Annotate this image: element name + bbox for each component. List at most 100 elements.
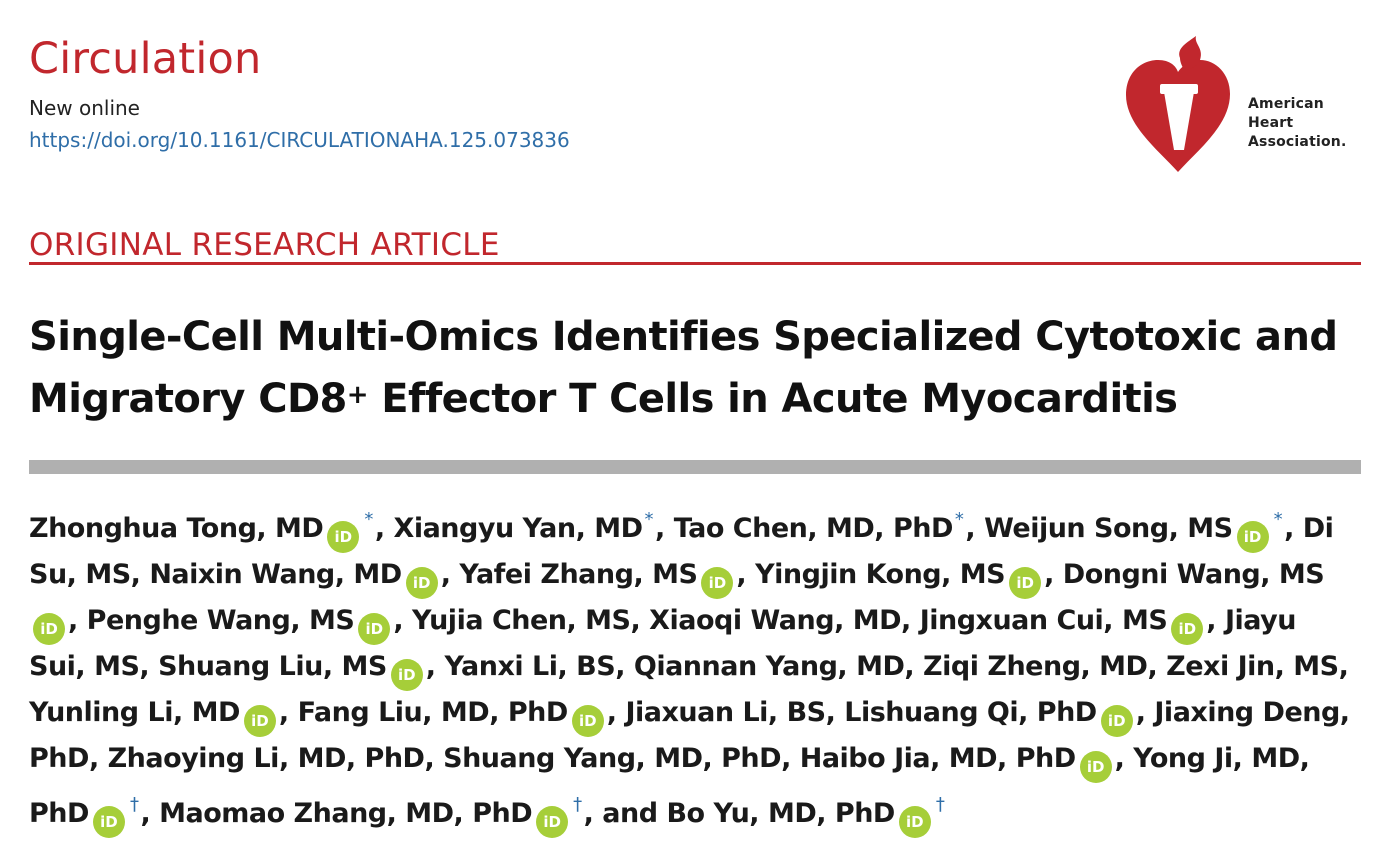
author-name[interactable]: Yanxi Li, BS <box>444 651 616 682</box>
aha-word-2: Heart <box>1248 115 1294 131</box>
author-name[interactable]: Zhonghua Tong, MD <box>29 513 324 544</box>
author-separator: , <box>1135 697 1155 728</box>
author-separator: , <box>68 605 87 636</box>
journal-name[interactable]: Circulation <box>29 34 262 84</box>
author-name[interactable]: Zhaoying Li, MD, PhD <box>107 743 425 774</box>
orcid-icon[interactable]: iD <box>1171 613 1204 645</box>
author-separator: , <box>1114 743 1134 774</box>
author-name[interactable]: Qiannan Yang, MD <box>633 651 905 682</box>
author-separator: , <box>630 605 650 636</box>
torch-handle <box>1164 92 1194 150</box>
aha-word-1: American <box>1248 96 1324 112</box>
author-separator: , <box>139 651 159 682</box>
author-separator: , <box>825 697 845 728</box>
author-separator: , <box>965 513 985 544</box>
author-name[interactable]: Jiayu Sui, MS <box>29 605 1296 682</box>
orcid-icon[interactable]: iD <box>327 521 360 553</box>
author-separator: , <box>130 559 150 590</box>
aha-word-3: Association. <box>1248 134 1347 150</box>
author-footnote-mark[interactable]: * <box>954 509 964 530</box>
torch-flame <box>1179 36 1201 70</box>
author-separator: , <box>424 743 444 774</box>
author-name[interactable]: Xiangyu Yan, MD <box>393 513 644 544</box>
title-superscript: + <box>346 380 369 410</box>
publication-status: New online <box>29 96 140 120</box>
author-name[interactable]: Zexi Jin, MS <box>1166 651 1339 682</box>
author-name[interactable]: Yingjin Kong, MS <box>755 559 1006 590</box>
orcid-icon[interactable]: iD <box>571 705 604 737</box>
author-name[interactable]: Xiaoqi Wang, MD <box>649 605 902 636</box>
author-separator: , <box>1044 559 1063 590</box>
orcid-icon[interactable]: iD <box>536 806 569 838</box>
author-footnote-mark[interactable]: † <box>129 794 139 815</box>
author-separator: , <box>278 697 298 728</box>
orcid-icon[interactable]: iD <box>1009 567 1042 599</box>
author-separator: , <box>1147 651 1167 682</box>
author-name[interactable]: Ziqi Zheng, MD <box>923 651 1148 682</box>
author-separator: , <box>904 651 924 682</box>
doi-link[interactable]: https://doi.org/10.1161/CIRCULATIONAHA.1… <box>29 128 570 152</box>
author-name[interactable]: Naixin Wang, MD <box>149 559 402 590</box>
author-separator: , <box>615 651 634 682</box>
orcid-icon[interactable]: iD <box>405 567 438 599</box>
orcid-icon[interactable]: iD <box>701 567 734 599</box>
author-name[interactable]: Weijun Song, MS <box>984 513 1233 544</box>
author-footnote-mark[interactable]: † <box>935 794 945 815</box>
author-separator: , <box>140 798 160 829</box>
author-name[interactable]: Bo Yu, MD, PhD <box>666 798 895 829</box>
article-type-label: ORIGINAL RESEARCH ARTICLE <box>29 227 500 263</box>
article-title: Single-Cell Multi-Omics Identifies Speci… <box>29 306 1359 430</box>
author-name[interactable]: Di Su, MS <box>29 513 1334 590</box>
title-text-part1: Single-Cell Multi-Omics Identifies Speci… <box>29 314 1338 422</box>
author-separator: , <box>606 697 626 728</box>
author-separator: , <box>781 743 800 774</box>
author-name[interactable]: Tao Chen, MD, PhD <box>673 513 954 544</box>
author-separator: , <box>440 559 460 590</box>
author-name[interactable]: Yujia Chen, MS <box>412 605 631 636</box>
author-name[interactable]: Maomao Zhang, MD, PhD <box>159 798 533 829</box>
author-name[interactable]: Yunling Li, MD <box>29 697 240 728</box>
author-name[interactable]: Fang Liu, MD, PhD <box>297 697 569 728</box>
author-name[interactable]: Dongni Wang, MS <box>1062 559 1325 590</box>
author-name[interactable]: Shuang Yang, MD, PhD <box>443 743 782 774</box>
author-separator: , <box>1338 651 1349 682</box>
author-separator: , <box>736 559 756 590</box>
author-separator: , <box>1284 513 1303 544</box>
aha-heart-torch-logo[interactable] <box>1118 30 1368 180</box>
author-footnote-mark[interactable]: * <box>1273 509 1283 530</box>
author-separator: , <box>655 513 674 544</box>
orcid-icon[interactable]: iD <box>1079 751 1112 783</box>
author-separator: , <box>88 743 108 774</box>
author-name[interactable]: Jiaxing Deng, PhD <box>29 697 1350 774</box>
author-separator: , <box>393 605 412 636</box>
author-name[interactable]: Shuang Liu, MS <box>158 651 387 682</box>
author-separator: , <box>374 513 394 544</box>
author-name[interactable]: Jingxuan Cui, MS <box>919 605 1168 636</box>
author-list: Zhonghua Tong, MD iD*, Xiangyu Yan, MD *, … <box>29 498 1359 838</box>
author-name[interactable]: Yong Ji, MD, PhD <box>29 743 1310 829</box>
author-separator: , <box>901 605 920 636</box>
author-footnote-mark[interactable]: * <box>364 509 373 530</box>
author-footnote-mark[interactable]: * <box>644 509 654 530</box>
orcid-icon[interactable]: iD <box>898 806 931 838</box>
orcid-icon[interactable]: iD <box>1100 705 1133 737</box>
author-separator: , and <box>583 798 667 829</box>
orcid-icon[interactable]: iD <box>390 659 423 691</box>
orcid-icon[interactable]: iD <box>358 613 391 645</box>
aha-wordmark: American Heart Association. <box>1248 95 1346 152</box>
author-separator: , <box>1206 605 1225 636</box>
author-name[interactable]: Jiaxuan Li, BS <box>625 697 826 728</box>
title-text-part2: Effector T Cells in Acute Myocarditis <box>367 376 1178 422</box>
author-name[interactable]: Penghe Wang, MS <box>86 605 355 636</box>
orcid-icon[interactable]: iD <box>92 806 125 838</box>
section-divider <box>29 262 1361 265</box>
author-name[interactable]: Haibo Jia, MD, PhD <box>799 743 1076 774</box>
title-divider-bar <box>29 460 1361 474</box>
orcid-icon[interactable]: iD <box>33 613 65 645</box>
author-name[interactable]: Lishuang Qi, PhD <box>844 697 1097 728</box>
author-separator: , <box>425 651 445 682</box>
author-name[interactable]: Yafei Zhang, MS <box>459 559 698 590</box>
orcid-icon[interactable]: iD <box>243 705 276 737</box>
orcid-icon[interactable]: iD <box>1236 521 1269 553</box>
author-footnote-mark[interactable]: † <box>573 794 582 815</box>
